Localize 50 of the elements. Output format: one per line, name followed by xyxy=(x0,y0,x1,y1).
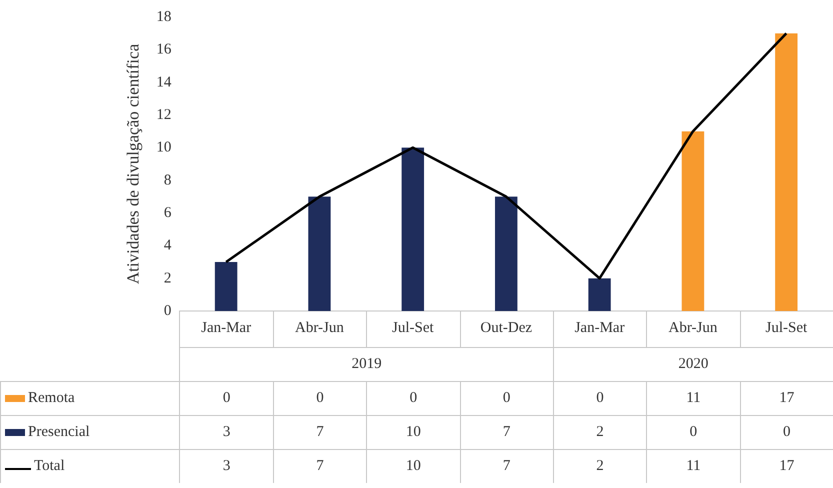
data-label: 0 xyxy=(740,415,833,449)
bar xyxy=(588,278,611,311)
data-label: 7 xyxy=(460,449,553,483)
data-label: 3 xyxy=(179,415,273,449)
data-label: 11 xyxy=(646,449,740,483)
data-label: 2 xyxy=(552,415,646,449)
x-tick-label: Out-Dez xyxy=(480,320,532,336)
data-label: 0 xyxy=(272,381,366,415)
text: 2020 xyxy=(552,347,833,381)
data-label: 7 xyxy=(460,415,553,449)
y-axis-title: Atividades de divulgação científica xyxy=(124,43,143,284)
bar xyxy=(494,196,518,311)
y-tick-label: 0 xyxy=(164,302,172,319)
x-tick-label: Abr-Jun xyxy=(668,320,718,336)
data-label: 2 xyxy=(552,449,646,483)
data-label: 0 xyxy=(646,415,740,449)
data-label: 10 xyxy=(366,449,460,483)
y-tick-label: 8 xyxy=(164,172,172,188)
bar xyxy=(308,196,331,311)
data-label: 0 xyxy=(460,381,553,415)
x-tick-label: Jul-Set xyxy=(765,320,808,336)
data-label: 0 xyxy=(366,381,460,415)
y-tick-label: 18 xyxy=(156,8,172,25)
data-label: 17 xyxy=(740,449,833,483)
y-tick-label: 12 xyxy=(156,106,172,123)
data-label: 0 xyxy=(552,381,646,415)
data-label: 17 xyxy=(740,381,833,415)
y-tick-label: 4 xyxy=(164,238,172,254)
bar xyxy=(214,262,238,311)
bar xyxy=(402,148,424,311)
x-tick-label: Jan-Mar xyxy=(574,320,625,336)
x-tick-label: Jan-Mar xyxy=(201,320,252,336)
y-tick-label: 2 xyxy=(164,270,172,286)
y-tick-label: 10 xyxy=(156,140,172,156)
bar xyxy=(682,131,704,311)
data-label: 11 xyxy=(646,381,740,415)
data-label: 10 xyxy=(366,415,460,449)
y-tick-label: 14 xyxy=(156,74,172,90)
legend-label: Total xyxy=(33,458,65,475)
y-tick-label: 16 xyxy=(156,42,172,58)
legend-label: Presencial xyxy=(27,424,90,441)
bar xyxy=(775,33,798,311)
y-tick-label: 6 xyxy=(164,204,172,221)
x-tick-label: Abr-Jun xyxy=(295,320,344,336)
data-label: 7 xyxy=(272,449,366,483)
text: 2019 xyxy=(179,347,553,381)
legend-label: Remota xyxy=(27,390,75,407)
data-label: 3 xyxy=(179,449,273,483)
data-label: 7 xyxy=(272,415,366,449)
x-tick-label: Jul-Set xyxy=(392,320,434,336)
